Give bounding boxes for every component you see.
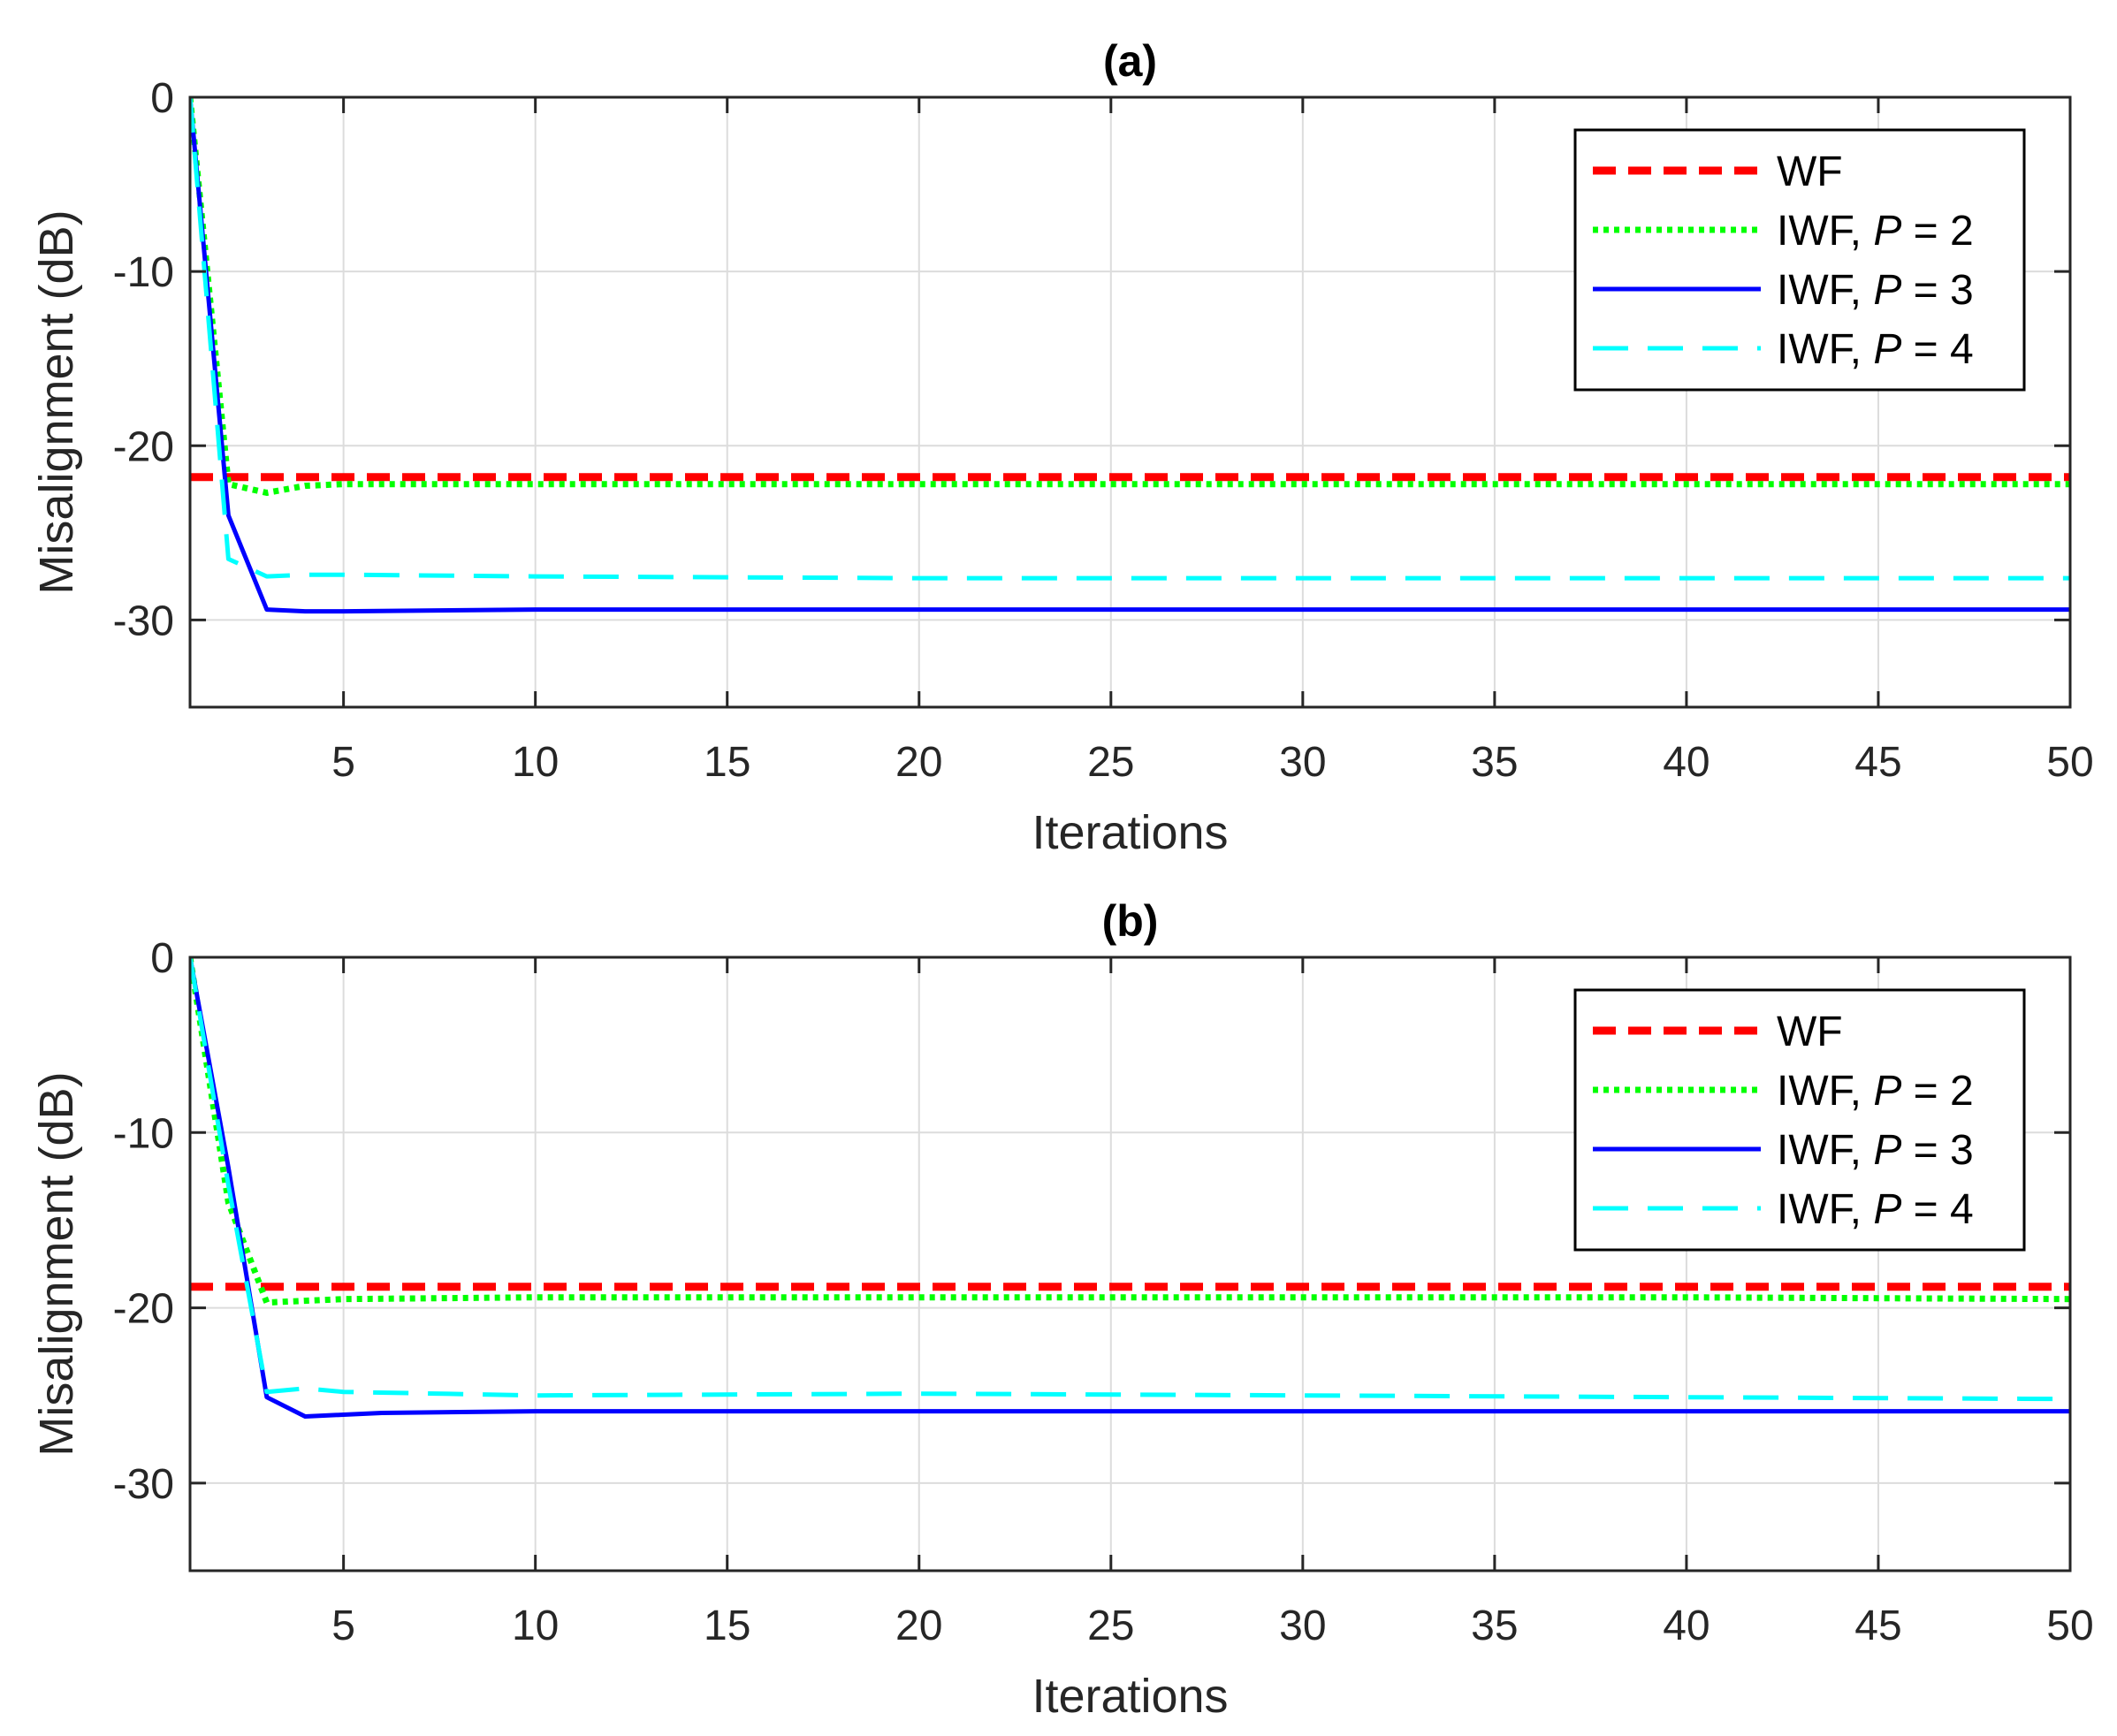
x-axis-label: Iterations xyxy=(1032,1670,1228,1723)
chart-title: (a) xyxy=(1103,36,1157,86)
y-axis-label: Misalignment (dB) xyxy=(30,209,83,594)
x-tick-label: 35 xyxy=(1471,1603,1518,1649)
x-tick-label: 20 xyxy=(895,1603,942,1649)
legend-label-var: P xyxy=(1873,326,1901,373)
x-tick-label: 25 xyxy=(1087,1603,1134,1649)
plot-frame xyxy=(188,956,2072,1572)
legend-label: IWF, P = 2 xyxy=(1777,208,1974,255)
x-tick-label: 20 xyxy=(895,739,942,786)
series-line-iwf-p-3 xyxy=(190,957,2070,1419)
x-tick-label: 30 xyxy=(1279,739,1326,786)
x-tick-label: 10 xyxy=(512,1603,559,1649)
legend-label-value: = 3 xyxy=(1901,267,1973,314)
x-tick-label: 45 xyxy=(1854,739,1901,786)
legend-label-text: IWF, xyxy=(1777,1068,1873,1115)
y-tick-label: -10 xyxy=(113,1110,174,1157)
x-tick-label: 40 xyxy=(1663,739,1710,786)
y-tick-label: -20 xyxy=(113,1286,174,1333)
plot-frame xyxy=(188,95,2072,709)
series-line-iwf-p-4 xyxy=(190,97,2070,581)
x-tick-label: 50 xyxy=(2046,1603,2093,1649)
legend-label: IWF, P = 3 xyxy=(1777,1127,1974,1174)
legend-label-value: = 3 xyxy=(1901,1127,1973,1174)
series-line-iwf-p-4 xyxy=(190,957,2070,1402)
series-line-iwf-p-3 xyxy=(190,97,2070,614)
y-tick-label: 0 xyxy=(150,75,174,122)
x-axis-label: Iterations xyxy=(1032,806,1228,859)
y-tick-label: -30 xyxy=(113,1461,174,1508)
legend-label-text: WF xyxy=(1777,148,1843,195)
legend-label: IWF, P = 2 xyxy=(1777,1068,1974,1115)
x-tick-label: 10 xyxy=(512,739,559,786)
x-tick-label: 40 xyxy=(1663,1603,1710,1649)
legend-label-value: = 4 xyxy=(1901,326,1973,373)
legend-label-var: P xyxy=(1873,1127,1901,1174)
legend-label-text: IWF, xyxy=(1777,1186,1873,1233)
legend-label: IWF, P = 4 xyxy=(1777,1186,1974,1233)
y-tick-label: -20 xyxy=(113,423,174,470)
legend-label-var: P xyxy=(1873,208,1901,255)
y-tick-label: -30 xyxy=(113,598,174,644)
legend-label-text: IWF, xyxy=(1777,1127,1873,1174)
y-tick-label: -10 xyxy=(113,249,174,296)
x-tick-label: 45 xyxy=(1854,1603,1901,1649)
legend-label: WF xyxy=(1777,148,1843,195)
series-line-iwf-p-2 xyxy=(190,957,2070,1306)
legend-label: IWF, P = 3 xyxy=(1777,267,1974,314)
legend-label-text: WF xyxy=(1777,1009,1843,1055)
x-tick-label: 35 xyxy=(1471,739,1518,786)
chart-panel-a: 5 10 15 20 25 30 35 40 45 50 0 -10 -20 -30 (a) Iteratio… xyxy=(30,36,2094,859)
chart-panel-b: 5 10 15 20 25 30 35 40 45 50 0 -10 -20 -30 (b) Iteratio… xyxy=(30,896,2094,1723)
legend-label-value: = 4 xyxy=(1901,1186,1973,1233)
x-tick-label: 15 xyxy=(704,739,750,786)
series-line-iwf-p-2 xyxy=(190,97,2070,496)
legend-label-var: P xyxy=(1873,267,1901,314)
x-tick-label: 25 xyxy=(1087,739,1134,786)
legend-label-text: IWF, xyxy=(1777,208,1873,255)
legend-label-value: = 2 xyxy=(1901,1068,1973,1115)
legend-label-value: = 2 xyxy=(1901,208,1973,255)
x-tick-label: 5 xyxy=(331,1603,355,1649)
x-tick-label: 15 xyxy=(704,1603,750,1649)
x-tick-label: 50 xyxy=(2046,739,2093,786)
legend-label-text: IWF, xyxy=(1777,267,1873,314)
legend-label-text: IWF, xyxy=(1777,326,1873,373)
x-tick-label: 30 xyxy=(1279,1603,1326,1649)
legend-label-var: P xyxy=(1873,1186,1901,1233)
y-tick-label: 0 xyxy=(150,935,174,982)
legend-label-var: P xyxy=(1873,1068,1901,1115)
legend-label: WF xyxy=(1777,1009,1843,1055)
y-axis-label: Misalignment (dB) xyxy=(30,1071,83,1456)
legend-label: IWF, P = 4 xyxy=(1777,326,1974,373)
x-tick-label: 5 xyxy=(331,739,355,786)
chart-title: (b) xyxy=(1102,896,1159,946)
